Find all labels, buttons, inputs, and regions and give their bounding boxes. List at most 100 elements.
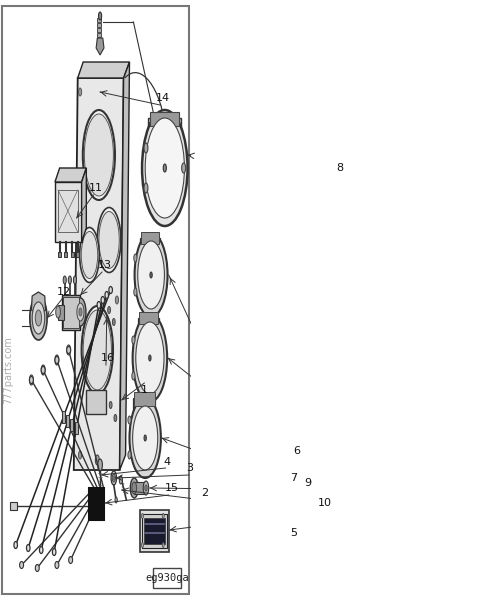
Bar xyxy=(97,23,101,27)
Bar xyxy=(150,112,179,126)
Polygon shape xyxy=(96,38,104,55)
Bar xyxy=(89,488,104,520)
Text: 4: 4 xyxy=(163,457,170,467)
Bar xyxy=(138,318,159,336)
Ellipse shape xyxy=(40,547,43,553)
Circle shape xyxy=(111,471,117,485)
Polygon shape xyxy=(78,62,129,78)
Ellipse shape xyxy=(97,301,101,308)
Circle shape xyxy=(150,272,152,278)
Circle shape xyxy=(73,276,77,284)
Circle shape xyxy=(136,322,164,394)
Ellipse shape xyxy=(20,562,23,569)
Text: 3: 3 xyxy=(186,463,193,473)
Circle shape xyxy=(128,416,131,424)
Ellipse shape xyxy=(99,211,119,269)
Ellipse shape xyxy=(84,114,113,196)
Circle shape xyxy=(144,143,148,153)
Ellipse shape xyxy=(69,557,73,563)
Text: 7: 7 xyxy=(290,473,297,483)
Text: eg930ga: eg930ga xyxy=(145,573,189,583)
Circle shape xyxy=(95,455,99,465)
Circle shape xyxy=(77,303,84,321)
Bar xyxy=(71,252,74,257)
Ellipse shape xyxy=(26,545,30,551)
Circle shape xyxy=(112,319,115,325)
Bar xyxy=(97,43,101,47)
Circle shape xyxy=(162,514,164,518)
Circle shape xyxy=(68,276,71,284)
Polygon shape xyxy=(74,78,123,470)
Bar xyxy=(58,252,61,257)
Bar xyxy=(148,118,181,144)
Circle shape xyxy=(133,314,167,402)
Circle shape xyxy=(79,88,81,96)
Circle shape xyxy=(138,241,164,309)
Circle shape xyxy=(163,164,166,172)
Circle shape xyxy=(145,118,184,218)
Bar xyxy=(133,398,155,418)
Circle shape xyxy=(75,298,86,326)
Bar xyxy=(141,232,159,244)
Bar xyxy=(97,18,101,22)
Polygon shape xyxy=(81,168,86,242)
Ellipse shape xyxy=(97,208,121,272)
Circle shape xyxy=(41,365,45,375)
Polygon shape xyxy=(120,62,129,470)
Ellipse shape xyxy=(109,286,112,293)
Bar xyxy=(143,518,165,544)
Text: 10: 10 xyxy=(318,498,332,508)
Bar xyxy=(153,568,181,588)
Bar xyxy=(75,422,78,434)
Ellipse shape xyxy=(105,292,108,298)
Circle shape xyxy=(142,514,143,518)
Circle shape xyxy=(132,372,135,380)
Circle shape xyxy=(144,183,148,193)
Circle shape xyxy=(115,296,119,304)
Circle shape xyxy=(114,415,117,421)
Ellipse shape xyxy=(52,548,56,556)
Circle shape xyxy=(79,308,82,316)
Ellipse shape xyxy=(101,296,104,304)
Circle shape xyxy=(182,163,185,173)
Bar xyxy=(66,415,69,427)
Circle shape xyxy=(129,398,161,478)
Polygon shape xyxy=(55,168,86,182)
Circle shape xyxy=(130,478,138,498)
Ellipse shape xyxy=(14,541,18,548)
Bar xyxy=(97,33,101,37)
Circle shape xyxy=(132,336,135,344)
Text: 16: 16 xyxy=(102,353,115,363)
Circle shape xyxy=(32,302,45,334)
Text: 12: 12 xyxy=(57,287,71,297)
Text: 13: 13 xyxy=(98,260,112,270)
Bar xyxy=(61,411,65,423)
Bar xyxy=(139,312,158,324)
Circle shape xyxy=(29,375,33,385)
Circle shape xyxy=(162,542,164,547)
Ellipse shape xyxy=(80,227,99,283)
Circle shape xyxy=(135,233,167,317)
Bar xyxy=(141,510,169,552)
Circle shape xyxy=(108,307,110,313)
Text: 11: 11 xyxy=(89,183,103,193)
Circle shape xyxy=(142,542,143,547)
Circle shape xyxy=(56,306,61,318)
Ellipse shape xyxy=(67,346,71,353)
Text: 6: 6 xyxy=(293,446,300,456)
Circle shape xyxy=(132,482,137,494)
Circle shape xyxy=(112,474,115,482)
Circle shape xyxy=(55,355,59,365)
Bar xyxy=(64,252,67,257)
Circle shape xyxy=(113,476,115,480)
Circle shape xyxy=(134,254,137,262)
Bar xyxy=(134,392,155,406)
Circle shape xyxy=(145,485,147,491)
Text: 15: 15 xyxy=(165,483,179,493)
Text: 5: 5 xyxy=(290,528,297,538)
Text: 9: 9 xyxy=(305,478,312,488)
Ellipse shape xyxy=(29,377,33,383)
Ellipse shape xyxy=(35,565,39,571)
Circle shape xyxy=(144,435,146,441)
Circle shape xyxy=(79,451,81,459)
